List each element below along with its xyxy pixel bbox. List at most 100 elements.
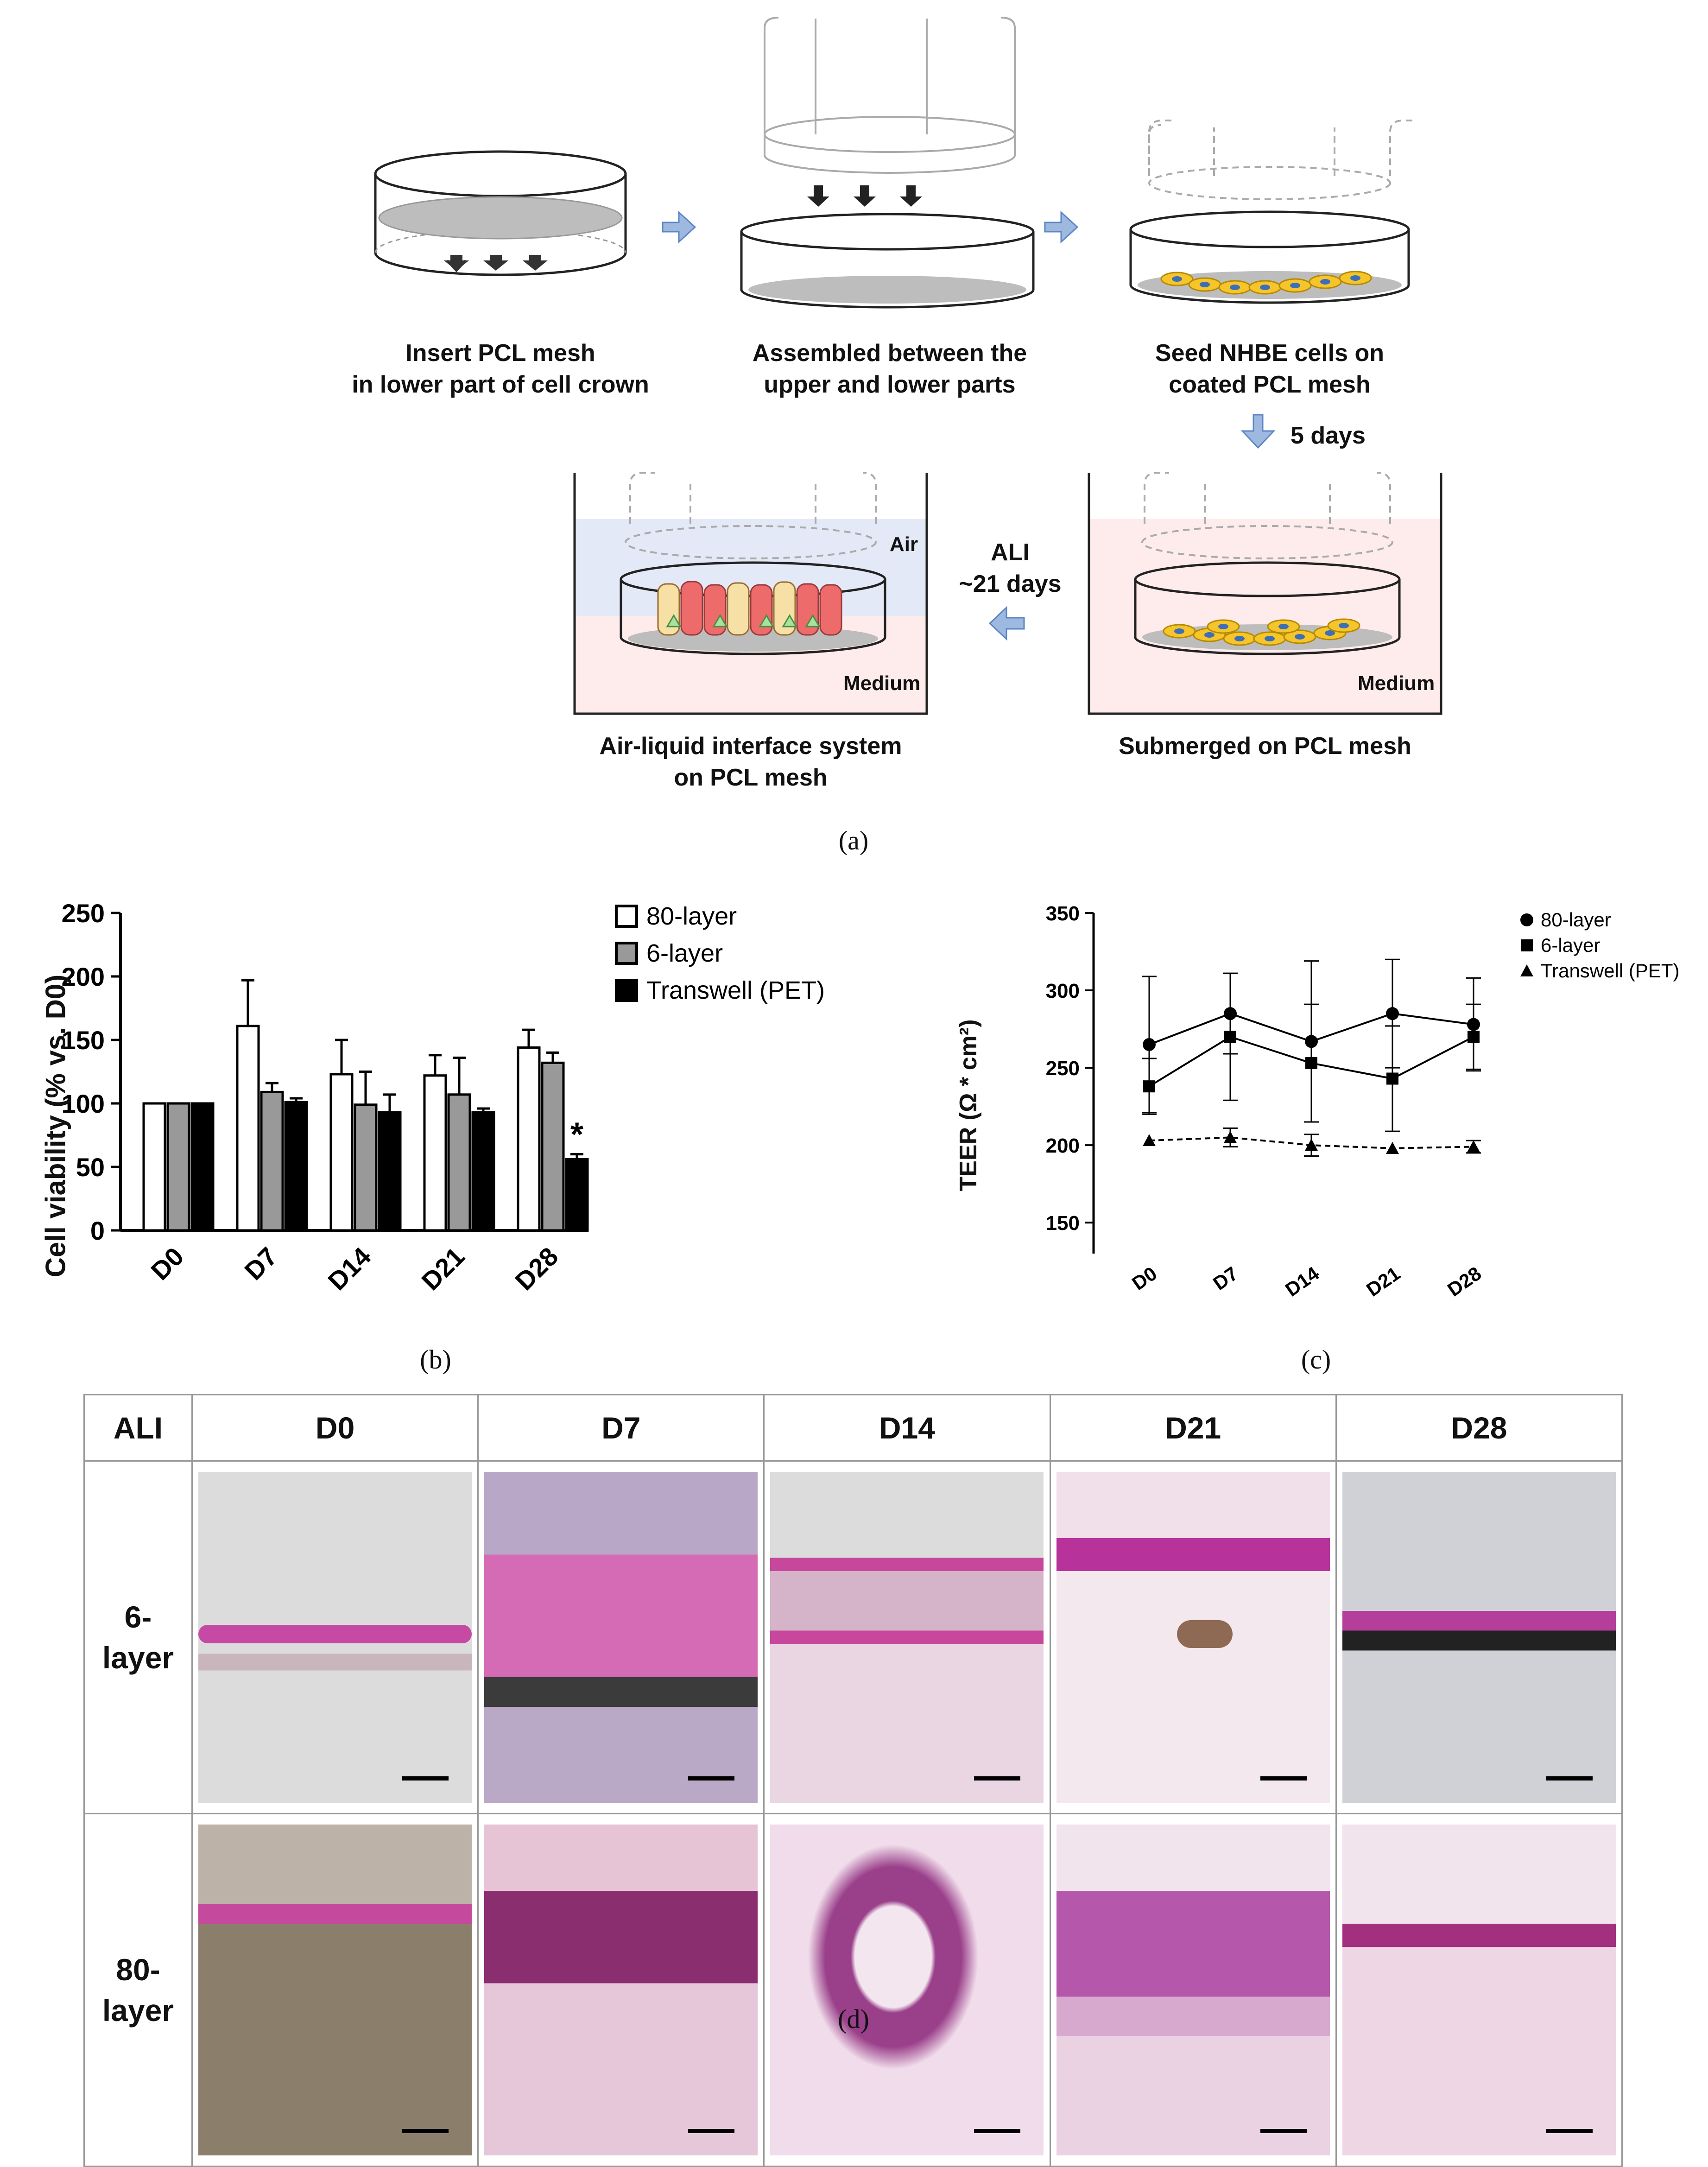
significance-star: * — [570, 1116, 583, 1153]
step5-label-line2: on PCL mesh — [674, 764, 828, 791]
row-80-layer: 80- layer — [83, 1813, 1623, 2167]
teer-point-square — [1305, 1057, 1317, 1070]
micrograph-6-d14 — [770, 1472, 1044, 1803]
scale-bar — [974, 1776, 1021, 1780]
step4-label: Submerged on PCL mesh — [1089, 730, 1441, 762]
viability-legend-label: 80-layer — [646, 902, 737, 930]
step2-assembly — [740, 17, 1035, 309]
teer-y-axis-label: TEER (Ω * cm²) — [955, 1019, 982, 1191]
col-d7: D7 — [477, 1394, 765, 1462]
ali-days-label: ~21 days — [959, 570, 1062, 597]
viability-y-tick-label: 100 — [62, 1089, 105, 1118]
corner-ali: ALI — [83, 1394, 193, 1462]
row-label-80-line1: 80- — [116, 1952, 160, 1987]
ali-label: ALI — [991, 539, 1030, 566]
teer-point-square — [1386, 1072, 1398, 1085]
teer-point-triangle — [1386, 1141, 1399, 1154]
step3-label-line2: coated PCL mesh — [1169, 371, 1371, 398]
teer-x-tick-label: D21 — [1362, 1262, 1404, 1301]
micrograph-6-d0 — [198, 1472, 472, 1803]
viability-bar — [142, 1102, 166, 1232]
col-d14: D14 — [763, 1394, 1051, 1462]
flow-arrow-down — [1240, 414, 1276, 449]
teer-y-tick-label: 150 — [1046, 1212, 1080, 1235]
flow-arrow-1 — [662, 210, 696, 244]
row-label-6-line2: layer — [102, 1641, 174, 1675]
row-label-6-layer: 6- layer — [83, 1460, 193, 1814]
teer-point-circle — [1386, 1007, 1399, 1020]
step5-label: Air-liquid interface system on PCL mesh — [575, 730, 927, 793]
step5-ali — [573, 472, 928, 715]
teer-point-triangle — [1224, 1131, 1237, 1143]
step3-label-line1: Seed NHBE cells on — [1155, 340, 1385, 367]
viability-y-tick-label: 150 — [62, 1026, 105, 1055]
viability-bar — [565, 1158, 589, 1232]
histology-header-row: ALI D0 D7 D14 D21 D28 — [83, 1394, 1623, 1462]
viability-legend-swatch — [615, 979, 638, 1002]
viability-bar — [423, 1074, 447, 1232]
micrograph-6-d21 — [1056, 1472, 1330, 1803]
col-d0: D0 — [191, 1394, 479, 1462]
step1-label: Insert PCL mesh in lower part of cell cr… — [324, 337, 677, 400]
teer-legend-label: 6-layer — [1541, 934, 1600, 956]
teer-x-tick-label: D0 — [1128, 1262, 1161, 1294]
medium-label-ali: Medium — [843, 672, 921, 695]
teer-point-triangle — [1305, 1139, 1318, 1151]
viability-legend-swatch — [615, 942, 638, 965]
viability-bar — [354, 1103, 378, 1232]
ali-duration-label: ALI ~21 days — [955, 537, 1066, 600]
teer-point-circle — [1520, 913, 1533, 926]
teer-x-tick-label: D7 — [1209, 1262, 1242, 1294]
viability-bar — [236, 1025, 260, 1232]
caption-c: (c) — [1301, 1344, 1331, 1375]
viability-bar — [447, 1093, 471, 1232]
teer-x-tick-label: D28 — [1443, 1262, 1485, 1301]
step2-label: Assembled between the upper and lower pa… — [714, 337, 1066, 400]
row-label-80-line2: layer — [102, 1993, 174, 2028]
scale-bar — [1260, 2129, 1307, 2133]
micrograph-80-d28 — [1342, 1825, 1616, 2155]
scale-bar — [974, 2129, 1021, 2133]
teer-legend-label: 80-layer — [1541, 909, 1611, 931]
col-d28: D28 — [1335, 1394, 1623, 1462]
flow-arrow-2 — [1044, 210, 1079, 244]
teer-point-triangle — [1467, 1140, 1480, 1153]
micrograph-80-d21 — [1056, 1825, 1330, 2155]
viability-y-tick-label: 200 — [62, 962, 105, 991]
step4-label-line1: Submerged on PCL mesh — [1119, 733, 1411, 760]
viability-bar — [517, 1046, 541, 1232]
step1-label-line2: in lower part of cell crown — [352, 371, 649, 398]
viability-legend-label: Transwell (PET) — [646, 976, 825, 1004]
step4-submerged — [1088, 472, 1442, 715]
air-label: Air — [890, 533, 918, 556]
viability-bar — [329, 1073, 354, 1232]
scale-bar — [402, 1776, 449, 1780]
viability-bar — [260, 1090, 284, 1232]
micrograph-6-d7 — [484, 1472, 758, 1803]
viability-bar — [541, 1061, 565, 1232]
caption-a: (a) — [838, 825, 869, 855]
micrograph-80-d0 — [198, 1825, 472, 2155]
viability-legend-label: 6-layer — [646, 939, 723, 967]
medium-label-submerged: Medium — [1358, 672, 1435, 695]
five-days-label: 5 days — [1290, 422, 1366, 449]
histology-table: ALI D0 D7 D14 D21 D28 6- layer 80- layer — [83, 1394, 1623, 2167]
viability-bar — [378, 1111, 402, 1232]
scale-bar — [1260, 1776, 1307, 1780]
step5-label-line1: Air-liquid interface system — [599, 733, 902, 760]
scale-bar — [1546, 1776, 1593, 1780]
viability-y-tick-label: 0 — [90, 1216, 105, 1245]
viability-bar — [284, 1101, 308, 1232]
step3-seed — [1129, 120, 1415, 304]
step2-label-line1: Assembled between the — [752, 340, 1027, 367]
teer-point-triangle — [1143, 1134, 1156, 1147]
teer-y-tick-label: 250 — [1046, 1057, 1080, 1080]
viability-bar — [190, 1102, 215, 1232]
col-d21: D21 — [1049, 1394, 1337, 1462]
caption-b: (b) — [420, 1344, 451, 1375]
scale-bar — [688, 1776, 735, 1780]
viability-legend-swatch — [615, 905, 638, 928]
micrograph-80-d7 — [484, 1825, 758, 2155]
teer-y-tick-label: 300 — [1046, 980, 1080, 1002]
